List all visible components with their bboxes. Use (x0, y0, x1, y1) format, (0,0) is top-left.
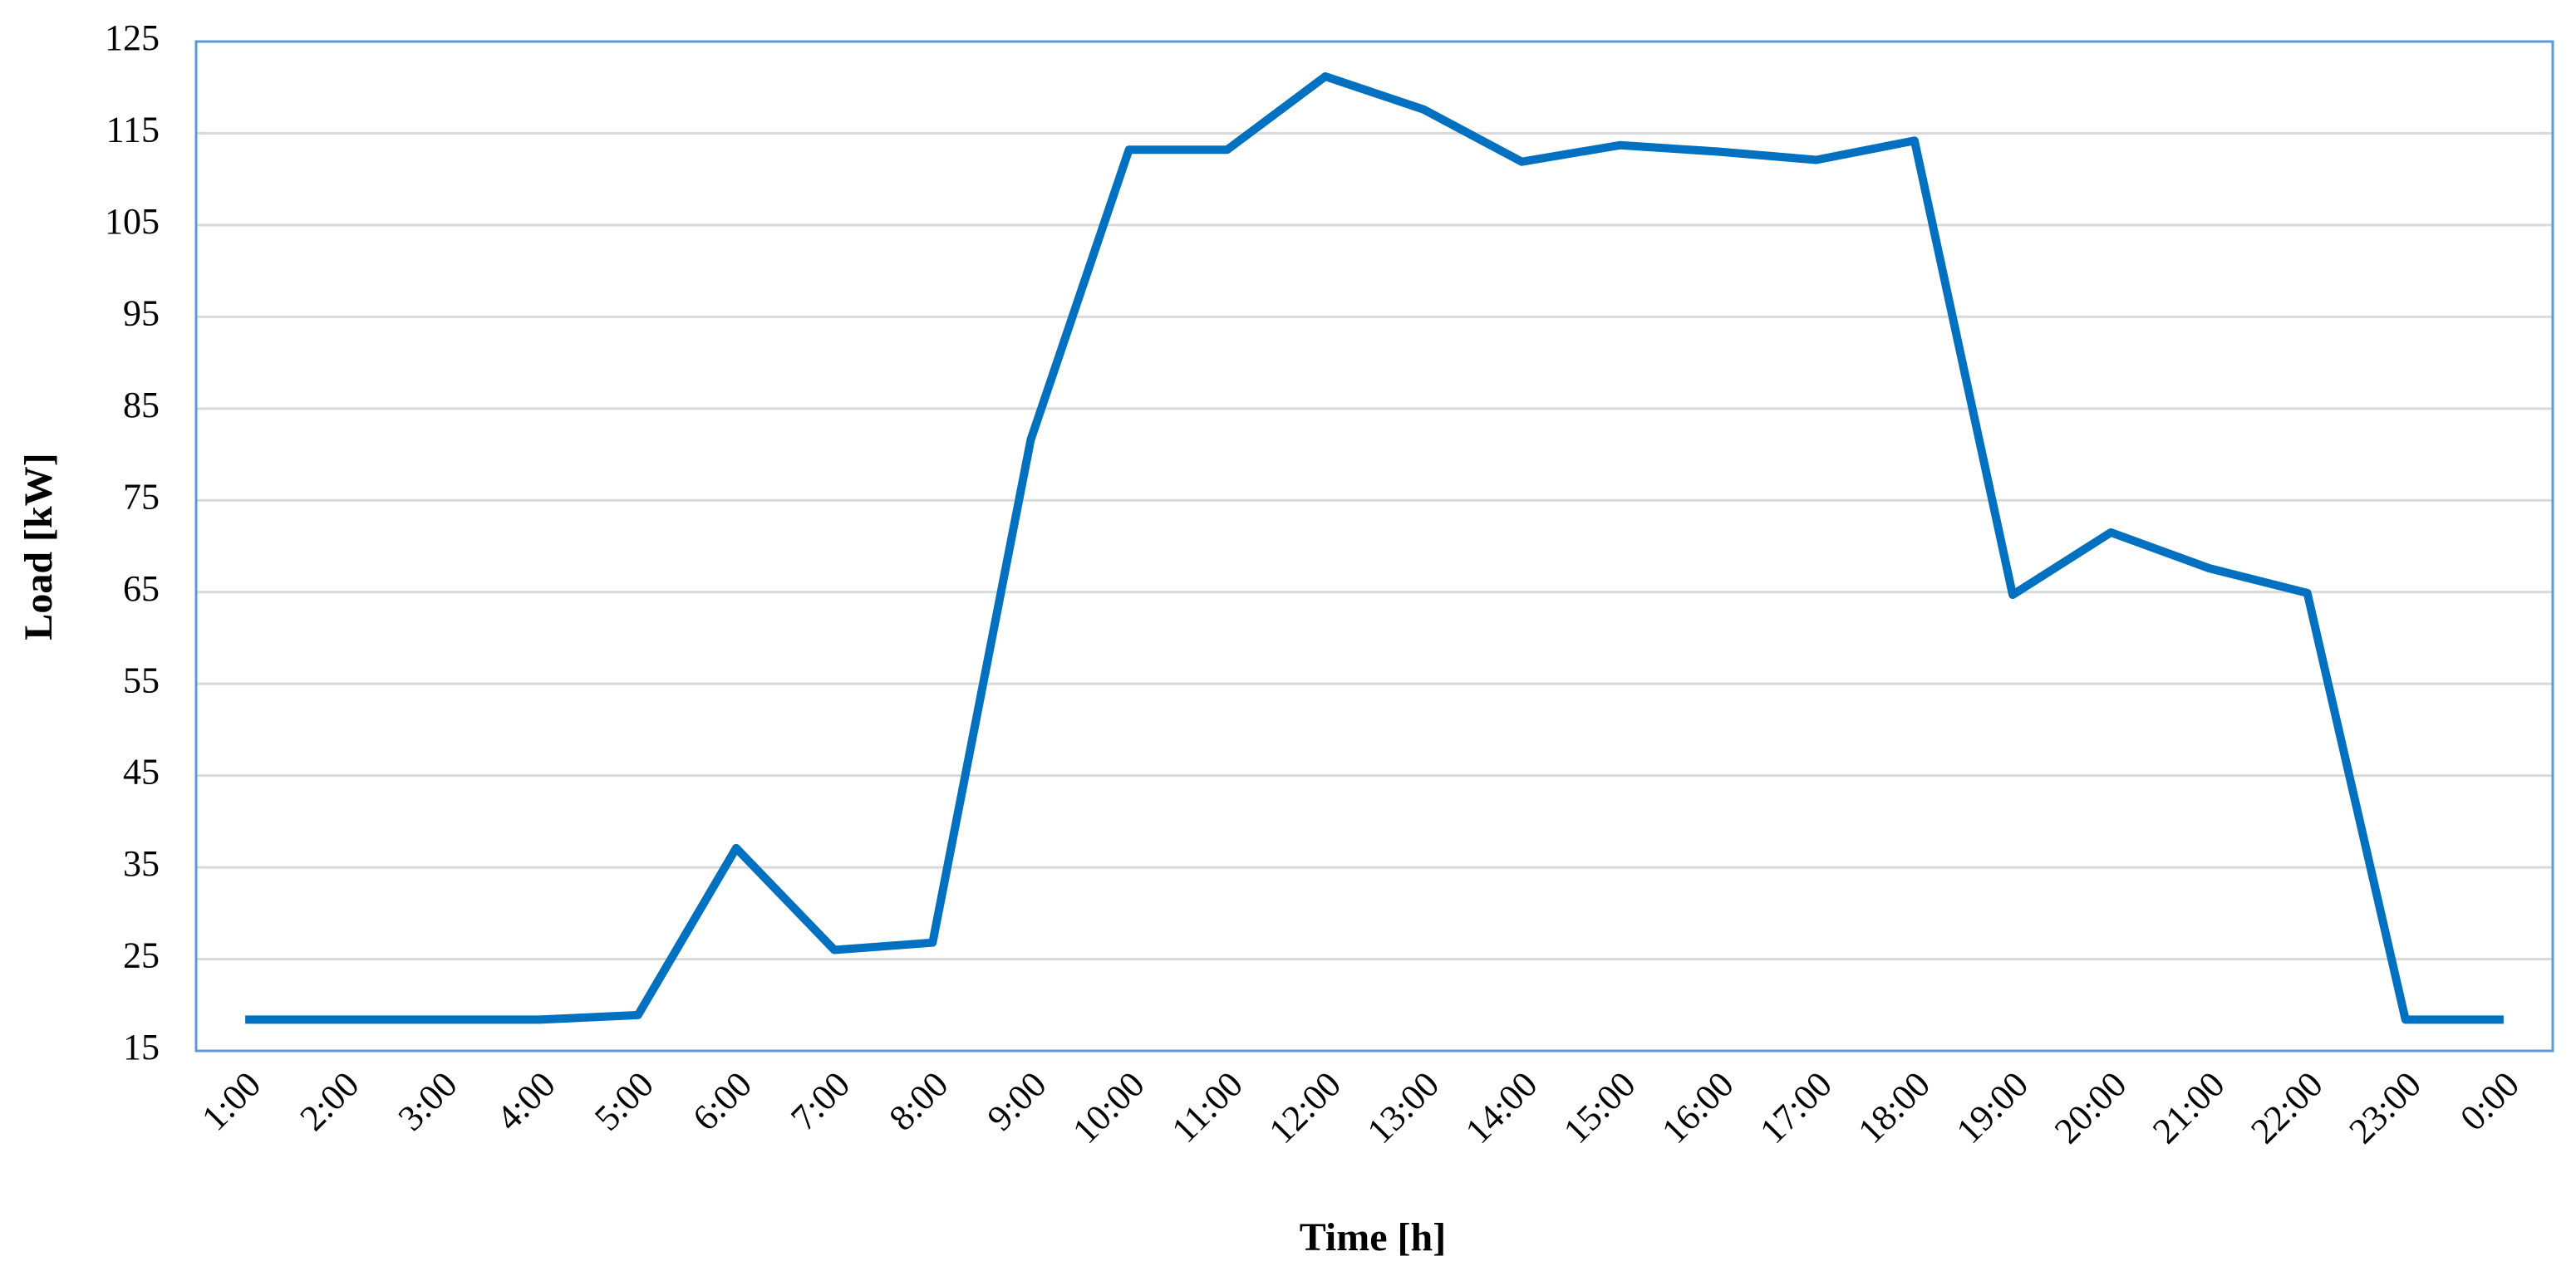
x-tick-label: 7:00 (783, 1064, 858, 1139)
y-axis-title: Load [kW] (17, 453, 61, 640)
x-tick-label: 3:00 (391, 1064, 465, 1139)
x-tick-label: 1:00 (194, 1064, 268, 1139)
x-tick-label: 17:00 (1752, 1064, 1840, 1152)
x-tick-label: 23:00 (2341, 1064, 2429, 1152)
x-tick-label: 9:00 (980, 1064, 1054, 1139)
data-line (245, 72, 2504, 1024)
y-tick-label: 85 (123, 385, 160, 425)
y-tick-label: 115 (106, 110, 160, 150)
x-tick-label: 13:00 (1359, 1064, 1448, 1152)
x-axis-title: Time [h] (1300, 1215, 1446, 1259)
x-tick-label: 20:00 (2047, 1064, 2135, 1152)
x-tick-label: 19:00 (1949, 1064, 2037, 1152)
x-tick-label: 12:00 (1261, 1064, 1349, 1152)
y-tick-label: 125 (105, 17, 160, 58)
x-tick-label: 18:00 (1851, 1064, 1939, 1152)
x-tick-label: 15:00 (1556, 1064, 1644, 1152)
x-tick-label: 5:00 (587, 1064, 661, 1139)
x-tick-label: 21:00 (2145, 1064, 2233, 1152)
x-tick-label: 4:00 (489, 1064, 563, 1139)
x-tick-label: 22:00 (2243, 1064, 2331, 1152)
y-tick-label: 105 (105, 201, 160, 242)
y-tick-label: 75 (123, 476, 160, 517)
x-tick-label: 0:00 (2452, 1064, 2527, 1139)
y-tick-label: 25 (123, 935, 160, 976)
y-tick-label: 95 (123, 292, 160, 333)
y-tick-label: 55 (123, 660, 160, 700)
x-tick-label: 11:00 (1164, 1064, 1251, 1151)
x-tick-label: 6:00 (685, 1064, 760, 1139)
x-tick-label: 10:00 (1064, 1064, 1153, 1152)
x-tick-label: 2:00 (292, 1064, 366, 1139)
x-tick-label: 16:00 (1654, 1064, 1742, 1152)
x-tick-label: 8:00 (881, 1064, 956, 1139)
y-tick-label: 35 (123, 843, 160, 884)
plot-border (194, 40, 2554, 1053)
y-tick-label: 65 (123, 568, 160, 609)
y-tick-label: 15 (123, 1027, 160, 1068)
x-tick-label: 14:00 (1458, 1064, 1546, 1152)
y-tick-label: 45 (123, 752, 160, 793)
